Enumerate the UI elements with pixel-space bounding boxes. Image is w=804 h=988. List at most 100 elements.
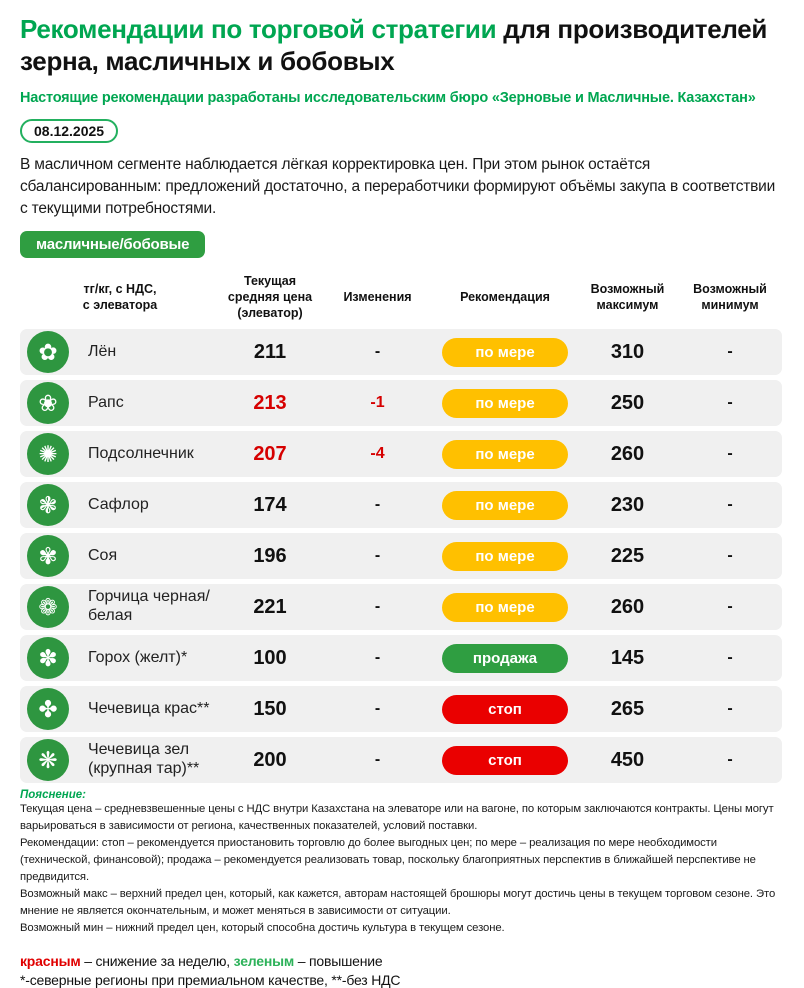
change-value: -4 <box>370 445 385 463</box>
explanation-block: Пояснение: Текущая цена – средневзвешенн… <box>20 789 786 937</box>
col-header-unit: тг/кг, с НДС, с элеватора <box>82 282 158 312</box>
subtitle: Настоящие рекомендации разработаны иссле… <box>20 90 756 107</box>
legend-green-word: зеленым <box>233 952 295 969</box>
possible-max-value: 310 <box>610 340 645 363</box>
col-header-changes: Изменения <box>343 290 412 305</box>
rapeseed-icon: ❀ <box>27 382 69 425</box>
current-price-value: 196 <box>253 544 287 567</box>
table-header-row: тг/кг, с НДС, с элеватора Текущая средня… <box>20 274 782 321</box>
crop-name: Лён <box>88 342 117 360</box>
asterisk-footnote: *-северные регионы при премиальном качес… <box>20 971 401 988</box>
recommendation-badge: стоп <box>442 745 568 775</box>
mustard-icon: ❁ <box>27 586 69 629</box>
possible-max-value: 260 <box>610 595 645 618</box>
crop-name: Подсолнечник <box>88 444 194 462</box>
current-price-value: 221 <box>253 595 287 618</box>
current-price-value: 207 <box>253 442 287 465</box>
table-row: ❃ Сафлор 174 - по мере 230 - <box>20 482 782 529</box>
current-price-value: 150 <box>253 697 287 720</box>
recommendation-badge: по мере <box>442 337 568 367</box>
flax-flower-icon: ✿ <box>27 331 69 374</box>
safflower-icon: ❃ <box>27 484 69 527</box>
color-legend: красным – снижение за неделю, зеленым – … <box>20 953 786 969</box>
possible-min-value: - <box>727 751 733 769</box>
change-value: - <box>374 700 381 718</box>
current-price-value: 213 <box>253 391 287 414</box>
col-header-possible-max: Возможный максимум <box>590 282 665 312</box>
table-row: ✾ Соя 196 - по мере 225 - <box>20 533 782 580</box>
recommendation-badge: по мере <box>442 388 568 418</box>
current-price-value: 100 <box>253 646 287 669</box>
soybean-pod-icon: ✾ <box>27 535 69 578</box>
explanation-possible-min: Возможный мин – нижний предел цен, котор… <box>20 921 505 934</box>
change-value: - <box>374 547 381 565</box>
red-lentil-icon: ✤ <box>27 688 69 731</box>
page-title-green-part: Рекомендации по торговой стратегии <box>20 14 504 44</box>
explanation-current-price: Текущая цена – средневзвешенные цены с Н… <box>20 803 774 833</box>
col-header-current-price: Текущая средняя цена (элеватор) <box>227 274 313 320</box>
legend-red-text: – снижение за неделю, <box>80 952 234 969</box>
current-price-value: 211 <box>253 340 287 363</box>
crop-name: Горчица черная/белая <box>88 588 210 625</box>
possible-min-value: - <box>727 700 733 718</box>
explanation-possible-max: Возможный макс – верхний предел цен, кот… <box>20 888 776 917</box>
table-row: ❀ Рапс 213 -1 по мере 250 - <box>20 380 782 427</box>
col-header-recommendation: Рекомендация <box>460 290 550 305</box>
explanation-title: Пояснение: <box>20 789 87 802</box>
crop-name: Сафлор <box>88 495 149 513</box>
change-value: - <box>374 598 381 616</box>
pea-pod-icon: ✽ <box>27 637 69 680</box>
green-lentil-icon: ❋ <box>27 739 69 782</box>
crop-name: Горох (желт)* <box>88 648 188 666</box>
table-row: ❁ Горчица черная/белая 221 - по мере 260… <box>20 584 782 631</box>
table-body: ✿ Лён 211 - по мере 310 - ❀ Рапс 213 -1 … <box>20 329 786 784</box>
possible-min-value: - <box>727 445 733 463</box>
current-price-value: 174 <box>253 493 287 516</box>
date-badge: 08.12.2025 <box>20 119 119 144</box>
table-row: ✽ Горох (желт)* 100 - продажа 145 - <box>20 635 782 682</box>
legend-green-text: – повышение <box>294 952 383 969</box>
possible-max-value: 260 <box>610 442 645 465</box>
recommendation-badge: стоп <box>442 694 568 724</box>
table-row: ✿ Лён 211 - по мере 310 - <box>20 329 782 376</box>
col-header-possible-min: Возможный минимум <box>693 282 767 312</box>
explanation-recommendations: Рекомендации: стоп – рекомендуется приос… <box>20 837 756 884</box>
legend-red-word: красным <box>20 952 81 969</box>
page-title: Рекомендации по торговой стратегии для п… <box>20 14 780 77</box>
possible-min-value: - <box>727 547 733 565</box>
possible-max-value: 225 <box>610 544 645 567</box>
crop-name: Чечевица зел (крупная тар)** <box>88 741 200 778</box>
table-row: ✤ Чечевица крас** 150 - стоп 265 - <box>20 686 782 733</box>
possible-min-value: - <box>727 496 733 514</box>
current-price-value: 200 <box>253 748 287 771</box>
possible-max-value: 450 <box>610 748 645 771</box>
category-button-oilseeds-legumes[interactable]: масличные/бобовые <box>20 231 206 259</box>
possible-min-value: - <box>727 343 733 361</box>
possible-max-value: 265 <box>610 697 645 720</box>
table-row: ❋ Чечевица зел (крупная тар)** 200 - сто… <box>20 737 782 784</box>
change-value: -1 <box>370 394 385 412</box>
page-title-black-part: для производителей зерна, масличных и бо… <box>20 14 768 76</box>
recommendation-badge: по мере <box>442 541 568 571</box>
recommendation-badge: по мере <box>442 592 568 622</box>
crop-name: Рапс <box>88 393 124 411</box>
possible-min-value: - <box>727 598 733 616</box>
table-row: ✺ Подсолнечник 207 -4 по мере 260 - <box>20 431 782 478</box>
recommendation-badge: по мере <box>442 439 568 469</box>
recommendation-badge: продажа <box>442 643 568 673</box>
crop-name: Соя <box>88 546 118 564</box>
possible-min-value: - <box>727 649 733 667</box>
crop-name: Чечевица крас** <box>88 699 210 717</box>
possible-max-value: 145 <box>610 646 645 669</box>
possible-min-value: - <box>727 394 733 412</box>
recommendation-badge: по мере <box>442 490 568 520</box>
possible-max-value: 230 <box>610 493 645 516</box>
change-value: - <box>374 751 381 769</box>
intro-paragraph: В масличном сегменте наблюдается лёгкая … <box>20 156 776 218</box>
change-value: - <box>374 496 381 514</box>
change-value: - <box>374 649 381 667</box>
sunflower-icon: ✺ <box>27 433 69 476</box>
change-value: - <box>374 343 381 361</box>
possible-max-value: 250 <box>610 391 645 414</box>
